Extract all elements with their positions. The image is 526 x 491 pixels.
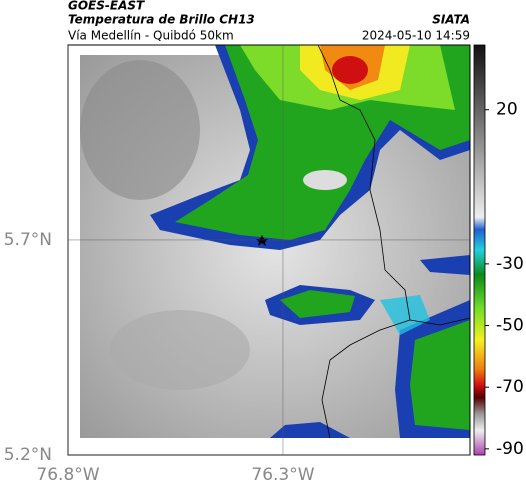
colorbar-tick-label: -50 [496, 316, 524, 336]
colorbar-tick-label: -30 [496, 254, 524, 274]
y-tick-label: 5.2°N [4, 445, 52, 465]
satellite: GOES-EAST [68, 0, 145, 13]
x-tick-label: 76.3°W [251, 465, 314, 485]
subtitle: Vía Medellín - Quibdó 50km [68, 29, 234, 43]
satellite-image [68, 45, 470, 455]
colorbar-tick-label: 20 [496, 100, 518, 120]
colorbar-tick-label: -70 [496, 377, 524, 397]
colorbar [473, 44, 486, 456]
source: SIATA [432, 13, 470, 27]
title: Temperatura de Brillo CH13 [68, 13, 255, 27]
timestamp: 2024-05-10 14:59 [362, 29, 470, 43]
colorbar-tick-label: -90 [496, 439, 524, 459]
x-tick-label: 76.8°W [36, 465, 99, 485]
y-tick-label: 5.7°N [4, 230, 52, 250]
